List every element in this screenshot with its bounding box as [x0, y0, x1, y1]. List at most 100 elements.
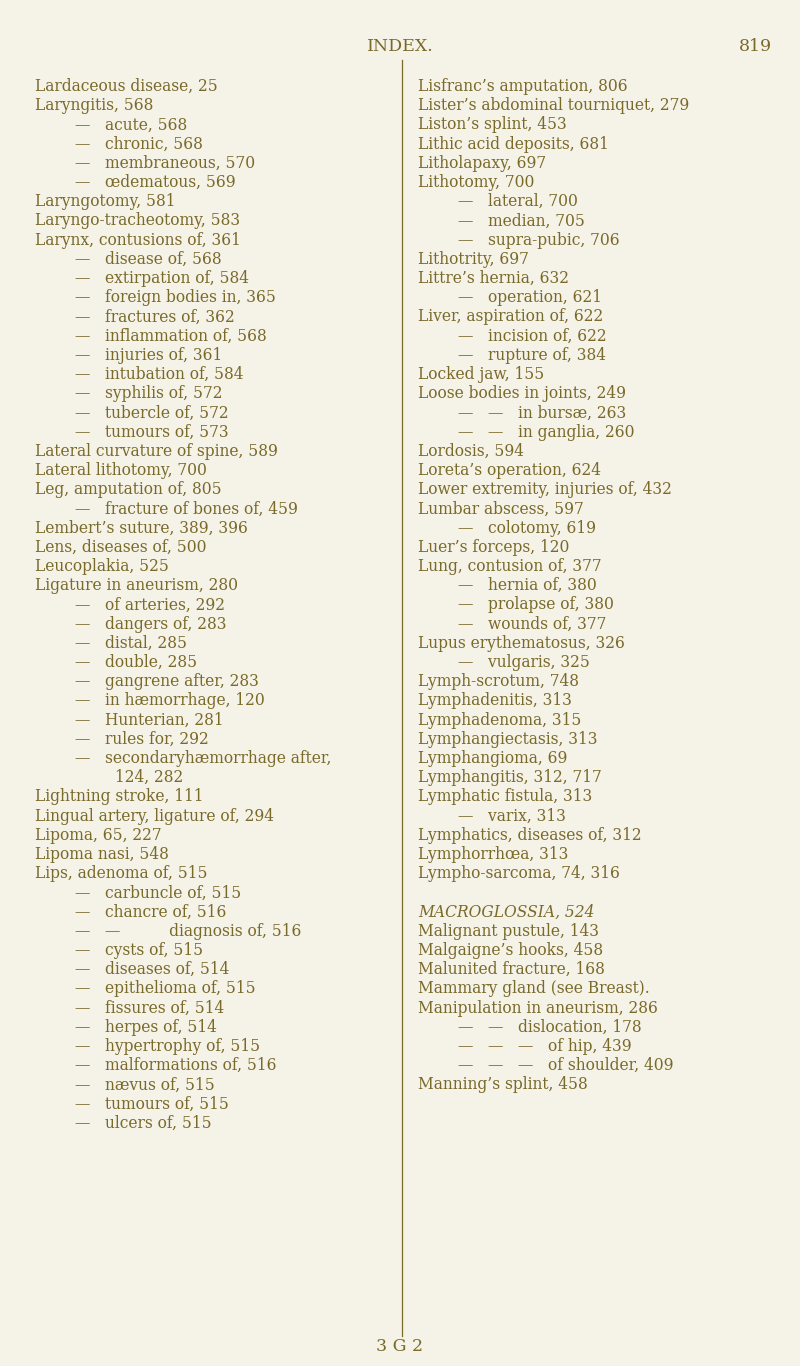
Text: Lipoma nasi, 548: Lipoma nasi, 548	[35, 846, 169, 863]
Text: —   dangers of, 283: — dangers of, 283	[75, 616, 226, 632]
Text: —   ulcers of, 515: — ulcers of, 515	[75, 1115, 212, 1132]
Text: Lens, diseases of, 500: Lens, diseases of, 500	[35, 538, 206, 556]
Text: Malignant pustule, 143: Malignant pustule, 143	[418, 923, 599, 940]
Text: —   œdematous, 569: — œdematous, 569	[75, 173, 236, 191]
Text: Lingual artery, ligature of, 294: Lingual artery, ligature of, 294	[35, 807, 274, 825]
Text: —   lateral, 700: — lateral, 700	[458, 193, 578, 210]
Text: —   herpes of, 514: — herpes of, 514	[75, 1019, 217, 1035]
Text: Lymphangioma, 69: Lymphangioma, 69	[418, 750, 567, 766]
Text: Lateral lithotomy, 700: Lateral lithotomy, 700	[35, 462, 207, 479]
Text: Lordosis, 594: Lordosis, 594	[418, 443, 524, 460]
Text: Lymphorrhœa, 313: Lymphorrhœa, 313	[418, 846, 568, 863]
Text: Leg, amputation of, 805: Leg, amputation of, 805	[35, 481, 222, 499]
Text: Lightning stroke, 111: Lightning stroke, 111	[35, 788, 203, 806]
Text: Lumbar abscess, 597: Lumbar abscess, 597	[418, 500, 584, 518]
Text: —   tumours of, 573: — tumours of, 573	[75, 423, 229, 441]
Text: Lymphadenoma, 315: Lymphadenoma, 315	[418, 712, 582, 728]
Text: —   supra-pubic, 706: — supra-pubic, 706	[458, 232, 620, 249]
Text: —   membraneous, 570: — membraneous, 570	[75, 154, 255, 172]
Text: Leucoplakia, 525: Leucoplakia, 525	[35, 557, 169, 575]
Text: —   in hæmorrhage, 120: — in hæmorrhage, 120	[75, 693, 265, 709]
Text: Larynx, contusions of, 361: Larynx, contusions of, 361	[35, 232, 241, 249]
Text: Lymphadenitis, 313: Lymphadenitis, 313	[418, 693, 572, 709]
Text: Loose bodies in joints, 249: Loose bodies in joints, 249	[418, 385, 626, 402]
Text: —   varix, 313: — varix, 313	[458, 807, 566, 825]
Text: —   injuries of, 361: — injuries of, 361	[75, 347, 222, 363]
Text: MACROGLOSSIA, 524: MACROGLOSSIA, 524	[418, 903, 594, 921]
Text: —   distal, 285: — distal, 285	[75, 635, 187, 652]
Text: —   chancre of, 516: — chancre of, 516	[75, 903, 226, 921]
Text: 3 G 2: 3 G 2	[377, 1339, 423, 1355]
Text: Lupus erythematosus, 326: Lupus erythematosus, 326	[418, 635, 625, 652]
Text: —   disease of, 568: — disease of, 568	[75, 251, 222, 268]
Text: Lympho-sarcoma, 74, 316: Lympho-sarcoma, 74, 316	[418, 865, 620, 882]
Text: Ligature in aneurism, 280: Ligature in aneurism, 280	[35, 578, 238, 594]
Text: Manning’s splint, 458: Manning’s splint, 458	[418, 1076, 588, 1093]
Text: —   —   —   of shoulder, 409: — — — of shoulder, 409	[458, 1057, 674, 1074]
Text: —   fractures of, 362: — fractures of, 362	[75, 309, 234, 325]
Text: —   wounds of, 377: — wounds of, 377	[458, 616, 606, 632]
Text: —   of arteries, 292: — of arteries, 292	[75, 597, 225, 613]
Text: Lymphangiectasis, 313: Lymphangiectasis, 313	[418, 731, 598, 747]
Text: Lithic acid deposits, 681: Lithic acid deposits, 681	[418, 135, 609, 153]
Text: Lung, contusion of, 377: Lung, contusion of, 377	[418, 557, 602, 575]
Text: —   operation, 621: — operation, 621	[458, 290, 602, 306]
Text: —   double, 285: — double, 285	[75, 654, 197, 671]
Text: Lymphatics, diseases of, 312: Lymphatics, diseases of, 312	[418, 826, 642, 844]
Text: —   intubation of, 584: — intubation of, 584	[75, 366, 243, 382]
Text: Lithotrity, 697: Lithotrity, 697	[418, 251, 529, 268]
Text: Lymphangitis, 312, 717: Lymphangitis, 312, 717	[418, 769, 602, 787]
Text: —   —   —   of hip, 439: — — — of hip, 439	[458, 1038, 632, 1055]
Text: —   prolapse of, 380: — prolapse of, 380	[458, 597, 614, 613]
Text: —   —          diagnosis of, 516: — — diagnosis of, 516	[75, 923, 302, 940]
Text: Liston’s splint, 453: Liston’s splint, 453	[418, 116, 566, 134]
Text: —   cysts of, 515: — cysts of, 515	[75, 943, 203, 959]
Text: Lithotomy, 700: Lithotomy, 700	[418, 173, 534, 191]
Text: —   carbuncle of, 515: — carbuncle of, 515	[75, 884, 242, 902]
Text: —   gangrene after, 283: — gangrene after, 283	[75, 673, 259, 690]
Text: —   median, 705: — median, 705	[458, 212, 585, 229]
Text: —   chronic, 568: — chronic, 568	[75, 135, 203, 153]
Text: Lisfranc’s amputation, 806: Lisfranc’s amputation, 806	[418, 78, 628, 96]
Text: 124, 282: 124, 282	[115, 769, 183, 787]
Text: 819: 819	[739, 38, 772, 55]
Text: Malgaigne’s hooks, 458: Malgaigne’s hooks, 458	[418, 943, 603, 959]
Text: —   Hunterian, 281: — Hunterian, 281	[75, 712, 224, 728]
Text: Mammary gland (see Breast).: Mammary gland (see Breast).	[418, 981, 650, 997]
Text: —   malformations of, 516: — malformations of, 516	[75, 1057, 277, 1074]
Text: —   fissures of, 514: — fissures of, 514	[75, 1000, 224, 1016]
Text: —   rules for, 292: — rules for, 292	[75, 731, 209, 747]
Text: Lymphatic fistula, 313: Lymphatic fistula, 313	[418, 788, 592, 806]
Text: Liver, aspiration of, 622: Liver, aspiration of, 622	[418, 309, 603, 325]
Text: —   —   in ganglia, 260: — — in ganglia, 260	[458, 423, 634, 441]
Text: Lipoma, 65, 227: Lipoma, 65, 227	[35, 826, 162, 844]
Text: —   acute, 568: — acute, 568	[75, 116, 187, 134]
Text: —   fracture of bones of, 459: — fracture of bones of, 459	[75, 500, 298, 518]
Text: Laryngo-tracheotomy, 583: Laryngo-tracheotomy, 583	[35, 212, 240, 229]
Text: Lateral curvature of spine, 589: Lateral curvature of spine, 589	[35, 443, 278, 460]
Text: —   syphilis of, 572: — syphilis of, 572	[75, 385, 222, 402]
Text: —   —   in bursæ, 263: — — in bursæ, 263	[458, 404, 626, 421]
Text: —   foreign bodies in, 365: — foreign bodies in, 365	[75, 290, 276, 306]
Text: Lower extremity, injuries of, 432: Lower extremity, injuries of, 432	[418, 481, 672, 499]
Text: Manipulation in aneurism, 286: Manipulation in aneurism, 286	[418, 1000, 658, 1016]
Text: —   tubercle of, 572: — tubercle of, 572	[75, 404, 229, 421]
Text: Lister’s abdominal tourniquet, 279: Lister’s abdominal tourniquet, 279	[418, 97, 690, 115]
Text: —   rupture of, 384: — rupture of, 384	[458, 347, 606, 363]
Text: Littre’s hernia, 632: Littre’s hernia, 632	[418, 270, 569, 287]
Text: —   hypertrophy of, 515: — hypertrophy of, 515	[75, 1038, 260, 1055]
Text: —   secondaryhæmorrhage after,: — secondaryhæmorrhage after,	[75, 750, 331, 766]
Text: Lembert’s suture, 389, 396: Lembert’s suture, 389, 396	[35, 519, 248, 537]
Text: Loreta’s operation, 624: Loreta’s operation, 624	[418, 462, 601, 479]
Text: Laryngitis, 568: Laryngitis, 568	[35, 97, 154, 115]
Text: Laryngotomy, 581: Laryngotomy, 581	[35, 193, 175, 210]
Text: Lymph-scrotum, 748: Lymph-scrotum, 748	[418, 673, 579, 690]
Text: —   tumours of, 515: — tumours of, 515	[75, 1096, 229, 1112]
Text: —   diseases of, 514: — diseases of, 514	[75, 962, 230, 978]
Text: Lardaceous disease, 25: Lardaceous disease, 25	[35, 78, 218, 96]
Text: —   inflammation of, 568: — inflammation of, 568	[75, 328, 266, 344]
Text: —   colotomy, 619: — colotomy, 619	[458, 519, 596, 537]
Text: Luer’s forceps, 120: Luer’s forceps, 120	[418, 538, 570, 556]
Text: —   epithelioma of, 515: — epithelioma of, 515	[75, 981, 256, 997]
Text: Litholapaxy, 697: Litholapaxy, 697	[418, 154, 546, 172]
